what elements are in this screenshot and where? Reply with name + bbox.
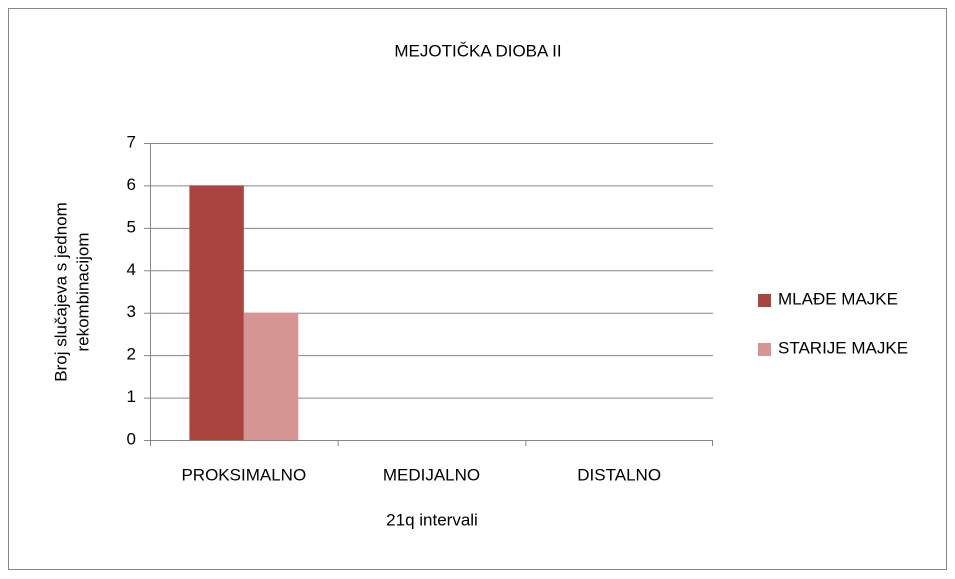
y-tick-label: 4 <box>127 260 136 279</box>
y-axis-title: Broj slučajeva s jednom rekombinacijom <box>51 202 92 382</box>
chart-frame <box>8 8 947 570</box>
x-axis-title: 21q intervali <box>386 510 478 529</box>
y-tick-label: 0 <box>127 429 136 448</box>
x-tick-label: MEDIJALNO <box>383 465 480 484</box>
y-tick-label: 1 <box>127 387 136 406</box>
legend-swatch <box>758 343 771 356</box>
y-axis-title-line: Broj slučajeva s jednom <box>51 202 70 382</box>
x-tick-label: DISTALNO <box>577 465 661 484</box>
y-tick-label: 3 <box>127 302 136 321</box>
chart-title: MEJOTIČKA DIOBA II <box>394 41 561 60</box>
x-tick-label: PROKSIMALNO <box>181 465 306 484</box>
legend-label: STARIJE MAJKE <box>778 338 908 357</box>
legend-swatch <box>758 294 771 307</box>
bar <box>189 185 244 440</box>
y-tick-label: 7 <box>127 132 136 151</box>
bar <box>243 312 299 440</box>
y-tick-label: 6 <box>127 175 136 194</box>
y-tick-label: 5 <box>127 217 136 236</box>
y-tick-label: 2 <box>127 345 136 364</box>
legend-label: MLAĐE MAJKE <box>778 289 898 308</box>
y-axis-title-line: rekombinacijom <box>73 232 92 351</box>
